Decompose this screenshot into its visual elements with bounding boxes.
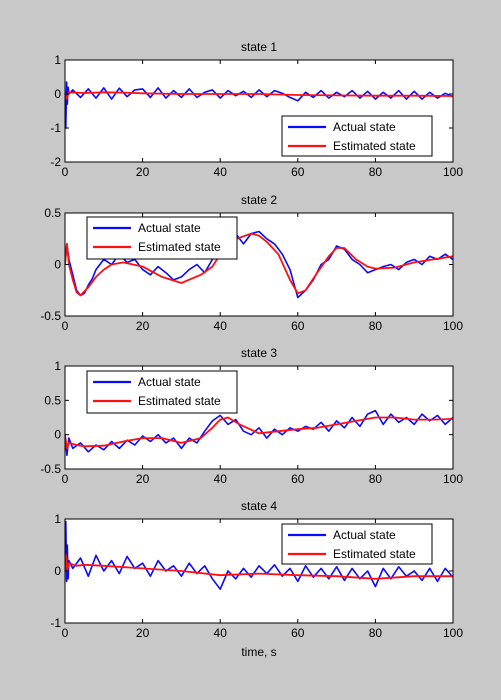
subplot-title: state 2 [241,193,277,207]
legend-box [86,370,238,414]
x-tick-label: 40 [214,165,228,179]
x-tick-label: 40 [214,319,228,333]
axes-frame [64,59,454,163]
y-tick-label: 1 [54,53,61,67]
legend-label: Estimated state [138,394,221,408]
x-tick-label: 0 [62,165,69,179]
y-tick-label: 0 [54,87,61,101]
y-tick-label: -1 [50,121,61,135]
legend-label: Actual state [138,375,201,389]
x-axis-label: time, s [241,645,276,659]
x-tick-label: 40 [214,472,228,486]
legend: Actual state Estimated state [86,370,238,414]
x-tick-label: 0 [62,626,69,640]
legend-label: Actual state [333,120,396,134]
estimated-state-line [65,554,453,580]
subplot-title: state 1 [241,40,277,54]
y-tick-label: 0 [54,258,61,272]
series-group [65,230,453,299]
estimated-state-line [65,416,453,450]
x-tick-label: 80 [369,472,383,486]
legend: Actual state Estimated state [281,115,433,157]
subplot-1: state 1 0 20 40 60 80 100 -2 -1 0 1 Actual state Est… [50,40,463,179]
x-tick-label: 60 [291,626,305,640]
actual-state-line [65,409,453,457]
series-group [65,520,453,591]
x-tick-label: 100 [443,319,463,333]
y-tick-label: 0 [54,428,61,442]
x-tick-label: 80 [369,319,383,333]
subplot-title: state 4 [241,499,277,513]
legend-box [86,216,238,260]
x-tick-label: 40 [214,626,228,640]
legend: Actual state Estimated state [281,523,433,565]
legend-box [281,115,433,157]
y-tick-label: -1 [50,616,61,630]
legend-label: Actual state [333,528,396,542]
y-tick-label: 0.5 [44,393,61,407]
axes-frame [64,365,454,470]
legend-label: Estimated state [333,547,416,561]
legend-label: Estimated state [138,240,221,254]
x-tick-label: 0 [62,472,69,486]
x-tick-label: 100 [443,472,463,486]
series-group [65,409,453,457]
x-tick-label: 20 [136,319,150,333]
y-tick-label: 1 [54,359,61,373]
y-tick-label: -2 [50,155,61,169]
legend-box [281,523,433,565]
x-tick-label: 60 [291,319,305,333]
y-tick-label: -0.5 [40,462,61,476]
legend-label: Actual state [138,221,201,235]
legend: Actual state Estimated state [86,216,238,260]
x-tick-label: 100 [443,165,463,179]
x-tick-label: 60 [291,165,305,179]
subplot-title: state 3 [241,346,277,360]
x-tick-label: 20 [136,626,150,640]
y-tick-label: 1 [54,512,61,526]
y-tick-label: -0.5 [40,309,61,323]
x-tick-label: 20 [136,165,150,179]
y-tick-label: 0 [54,564,61,578]
estimated-state-line [65,232,453,297]
estimated-state-line [65,91,453,100]
legend-label: Estimated state [333,139,416,153]
series-group [65,81,453,129]
actual-state-line [65,230,453,299]
x-tick-label: 100 [443,626,463,640]
y-tick-label: 0.5 [44,206,61,220]
x-tick-label: 0 [62,319,69,333]
x-tick-label: 20 [136,472,150,486]
x-tick-label: 80 [369,626,383,640]
x-tick-label: 80 [369,165,383,179]
x-tick-label: 60 [291,472,305,486]
